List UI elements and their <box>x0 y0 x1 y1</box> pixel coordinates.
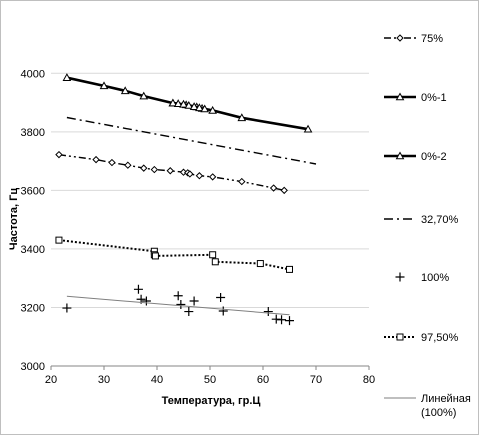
series-1-point <box>99 81 109 90</box>
series-4-point <box>173 291 183 301</box>
series-2-point <box>173 99 183 108</box>
series-5-line <box>58 239 290 271</box>
series-0 <box>55 150 288 195</box>
series-3-line <box>66 116 317 165</box>
series-6-line <box>66 295 290 316</box>
legend-label-5: 97,50% <box>421 332 459 344</box>
series-4-point <box>285 316 294 326</box>
legend-label-6-cont: (100%) <box>421 407 456 419</box>
legend-label-1: 0%-1 <box>421 92 447 104</box>
ticks-layer: 3000 3200 3400 3600 3800 4000 20 30 40 50 60 70 80 <box>21 68 376 386</box>
series-5-point <box>151 252 159 260</box>
series-4-point <box>218 306 228 316</box>
x-tick-label: 70 <box>310 374 322 386</box>
legend-entry-6: Линейная (100%) <box>384 393 471 419</box>
series-1-point <box>139 91 149 100</box>
series-4-point <box>189 296 199 306</box>
x-axis-title: Температура, гр.Ц <box>162 395 261 407</box>
series-4-point <box>176 300 186 310</box>
series-0-point <box>269 184 278 192</box>
legend-label-6: Линейная <box>421 393 471 405</box>
legend-entry-4: 100% <box>395 272 449 284</box>
legend-marker-5 <box>396 333 404 341</box>
series-1-point <box>62 73 72 81</box>
series-2-point <box>200 104 210 113</box>
series-0-point <box>280 186 288 195</box>
series-0-point <box>195 172 204 180</box>
series-1-point <box>208 105 217 114</box>
series-0-point <box>186 170 194 178</box>
legend-label-3: 32,70% <box>421 214 459 226</box>
series-1-point <box>303 124 313 133</box>
x-tick-label: 50 <box>204 374 216 386</box>
series-1-point <box>120 86 130 95</box>
y-tick-label: 4000 <box>21 68 45 80</box>
series-4-point <box>263 307 273 317</box>
legend-marker-0 <box>396 34 404 42</box>
series-5-point <box>55 236 63 244</box>
series-0-point <box>92 155 100 164</box>
series-2-point <box>184 100 194 109</box>
series-5-point <box>256 260 264 268</box>
series-1-point <box>237 113 247 122</box>
legend-marker-1 <box>395 92 405 101</box>
series-0-point <box>150 165 159 174</box>
legend-marker-4 <box>395 272 405 282</box>
legend-label-4: 100% <box>421 272 449 284</box>
series-4 <box>62 284 294 326</box>
series-4-point <box>133 284 143 294</box>
y-tick-label: 3800 <box>21 127 45 139</box>
series-0-point <box>124 161 132 169</box>
grid-layer <box>50 72 370 370</box>
y-tick-label: 3200 <box>21 302 45 314</box>
x-tick-label: 30 <box>98 374 110 386</box>
series-4-point <box>62 303 72 313</box>
series-2-point <box>168 98 178 107</box>
y-axis-title: Частота, Гц <box>8 188 20 251</box>
y-tick-label: 3600 <box>21 185 45 197</box>
series-0-point <box>108 158 116 167</box>
series-6 <box>66 295 290 316</box>
x-tick-label: 80 <box>363 374 375 386</box>
legend-entry-5: 97,50% <box>384 332 459 344</box>
y-tick-label: 3000 <box>21 361 45 373</box>
x-tick-label: 60 <box>257 374 269 386</box>
series-0-point <box>208 173 217 181</box>
series-4-point <box>184 307 194 317</box>
legend-label-2: 0%-2 <box>421 151 447 163</box>
series-layer <box>55 73 317 326</box>
series-0-point <box>179 168 188 176</box>
legend-entry-3: 32,70% <box>384 214 459 226</box>
series-2 <box>168 98 210 113</box>
legend-marker-2 <box>395 151 405 160</box>
series-2-point <box>179 99 188 108</box>
series-0-point <box>140 164 148 172</box>
x-tick-label: 40 <box>151 374 163 386</box>
series-3 <box>66 116 317 165</box>
legend-entry-0: 75% <box>384 33 443 45</box>
series-0-point <box>166 167 174 175</box>
series-5-point <box>209 251 217 259</box>
series-0-point <box>55 150 63 159</box>
legend-label-0: 75% <box>421 33 443 45</box>
legend-entry-2: 0%-2 <box>384 151 447 163</box>
series-2-point <box>195 103 204 112</box>
x-tick-label: 20 <box>45 374 57 386</box>
series-0-point <box>238 177 246 186</box>
series-2-point <box>189 102 199 110</box>
legend-entry-1: 0%-1 <box>384 92 447 104</box>
series-4-point <box>277 315 287 325</box>
series-5-point <box>286 265 293 273</box>
series-4-point <box>141 296 151 306</box>
legend: 75% 0%-1 0%-2 32,70% 100% 97,50% Линейная (100%… <box>384 33 471 419</box>
series-1 <box>62 73 313 133</box>
series-5-point <box>211 258 219 266</box>
y-tick-label: 3400 <box>21 244 45 256</box>
series-5 <box>55 236 293 273</box>
series-4-point <box>216 293 226 303</box>
